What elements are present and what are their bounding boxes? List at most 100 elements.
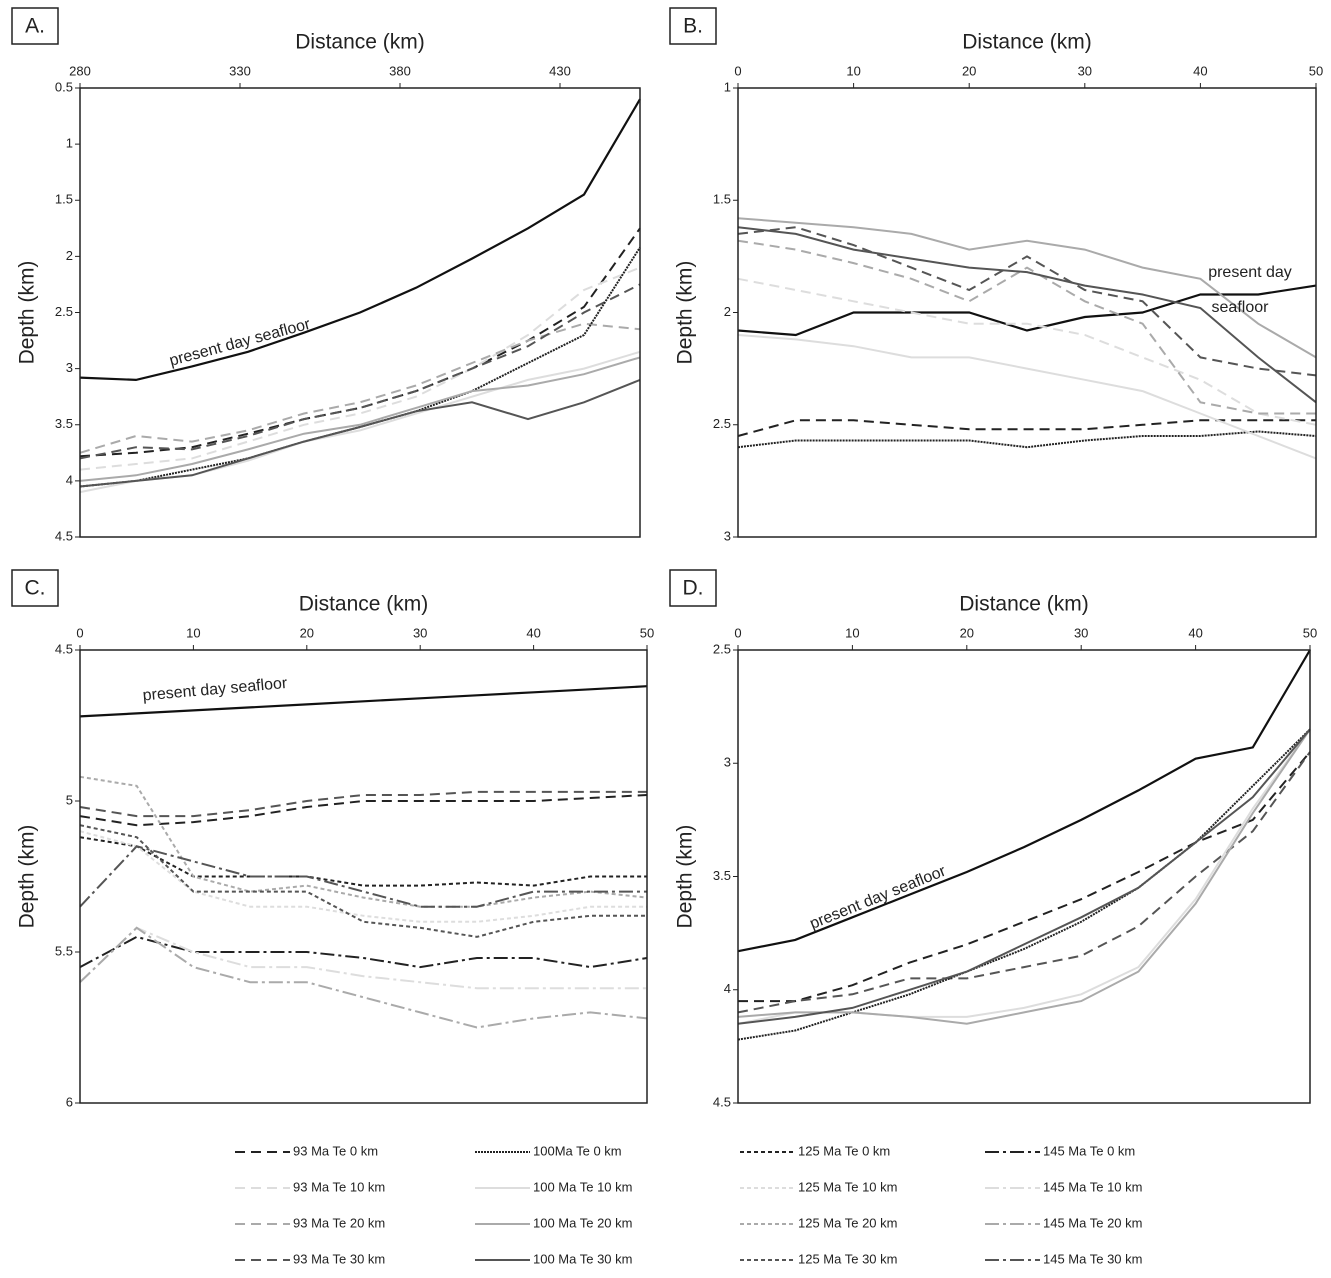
y-tick-label: 3	[724, 528, 731, 543]
plot-frame	[79, 87, 641, 538]
seafloor-line	[737, 649, 1311, 953]
legend-label: 100Ma Te 0 km	[533, 1143, 622, 1158]
legend-label: 100 Ma Te 30 km	[533, 1251, 632, 1266]
legend-label: 125 Ma Te 30 km	[798, 1251, 897, 1266]
annotation: present day seafloor	[142, 675, 289, 705]
y-tick-label: 0.5	[55, 79, 73, 94]
x-tick-label: 20	[960, 625, 974, 640]
legend-label: 125 Ma Te 10 km	[798, 1179, 897, 1194]
y-tick-label: 4.5	[55, 528, 73, 543]
y-tick-label: 4	[724, 981, 731, 996]
x-tick-label: 20	[300, 625, 314, 640]
panel-label: B.	[683, 15, 703, 38]
y-tick-label: 1.5	[713, 192, 731, 207]
legend-label: 125 Ma Te 0 km	[798, 1143, 890, 1158]
legend-label: 100 Ma Te 20 km	[533, 1215, 632, 1230]
model-line	[737, 728, 1311, 1041]
model-line	[737, 430, 1317, 449]
x-tick-label: 20	[962, 63, 976, 78]
model-line	[79, 926, 647, 990]
legend-label: 100 Ma Te 10 km	[533, 1179, 632, 1194]
model-line	[737, 728, 1311, 1025]
y-tick-label: 1.5	[55, 192, 73, 207]
legend-label: 93 Ma Te 0 km	[293, 1143, 378, 1158]
y-tick-label: 3	[724, 755, 731, 770]
x-tick-label: 0	[76, 625, 83, 640]
x-tick-label: 30	[1078, 63, 1092, 78]
legend-label: 93 Ma Te 20 km	[293, 1215, 385, 1230]
model-line	[79, 227, 641, 458]
annotation: present day seafloor	[807, 862, 948, 932]
legend-label: 125 Ma Te 20 km	[798, 1215, 897, 1230]
x-tick-label: 10	[186, 625, 200, 640]
y-tick-label: 4.5	[713, 1094, 731, 1109]
y-tick-label: 4.5	[55, 641, 73, 656]
y-tick-label: 2	[66, 248, 73, 263]
x-tick-label: 40	[526, 625, 540, 640]
seafloor-line	[79, 98, 641, 382]
x-tick-label: 0	[734, 625, 741, 640]
y-tick-label: 1	[66, 136, 73, 151]
annotation: present day	[1208, 264, 1292, 281]
legend-label: 93 Ma Te 30 km	[293, 1251, 385, 1266]
panel-label-box	[11, 569, 59, 607]
model-line	[79, 824, 647, 938]
x-tick-label: 10	[845, 625, 859, 640]
panel-label: C.	[25, 577, 46, 600]
panel-label: A.	[25, 15, 45, 38]
model-line	[737, 277, 1317, 426]
x-tick-label: 430	[549, 63, 571, 78]
model-line	[737, 728, 1311, 1025]
x-axis-title: Distance (km)	[959, 593, 1089, 616]
model-line	[737, 239, 1316, 415]
legend-label: 145 Ma Te 20 km	[1043, 1215, 1142, 1230]
x-tick-label: 50	[1309, 63, 1323, 78]
model-line	[79, 322, 641, 454]
x-tick-label: 0	[734, 63, 741, 78]
y-tick-label: 3.5	[55, 416, 73, 431]
y-axis-title: Depth (km)	[16, 825, 39, 929]
y-tick-label: 3.5	[713, 868, 731, 883]
model-line	[737, 217, 1317, 359]
x-tick-label: 380	[389, 63, 411, 78]
seafloor-line	[79, 685, 648, 718]
y-tick-label: 2	[724, 304, 731, 319]
x-tick-label: 40	[1193, 63, 1207, 78]
y-tick-label: 5.5	[55, 943, 73, 958]
panel-label-box	[11, 7, 59, 45]
y-tick-label: 2.5	[713, 416, 731, 431]
panel-label: D.	[683, 577, 704, 600]
legend-label: 93 Ma Te 10 km	[293, 1179, 385, 1194]
legend-label: 145 Ma Te 30 km	[1043, 1251, 1142, 1266]
x-tick-label: 50	[1303, 625, 1317, 640]
model-line	[79, 935, 648, 969]
x-axis-title: Distance (km)	[299, 593, 429, 616]
y-axis-title: Depth (km)	[674, 825, 697, 929]
model-line	[79, 790, 647, 818]
x-tick-label: 40	[1188, 625, 1202, 640]
x-axis-title: Distance (km)	[295, 31, 425, 54]
plot-frame	[79, 649, 648, 1104]
y-axis-title: Depth (km)	[674, 261, 697, 365]
x-tick-label: 280	[69, 63, 91, 78]
y-tick-label: 3	[66, 360, 73, 375]
model-line	[737, 334, 1317, 460]
annotation: present day seafloor	[168, 316, 313, 370]
plot-frame	[737, 649, 1311, 1104]
panel-label-box	[669, 7, 717, 45]
model-line	[79, 926, 648, 1029]
x-tick-label: 30	[413, 625, 427, 640]
model-line	[79, 794, 648, 827]
y-tick-label: 2.5	[713, 641, 731, 656]
model-line	[79, 775, 648, 908]
y-tick-label: 4	[66, 472, 73, 487]
y-tick-label: 2.5	[55, 304, 73, 319]
panel-label-box	[669, 569, 717, 607]
y-tick-label: 5	[66, 792, 73, 807]
model-line	[737, 226, 1317, 377]
x-tick-label: 50	[640, 625, 654, 640]
y-axis-title: Depth (km)	[16, 261, 39, 365]
model-line	[79, 356, 641, 482]
legend-label: 145 Ma Te 0 km	[1043, 1143, 1135, 1158]
